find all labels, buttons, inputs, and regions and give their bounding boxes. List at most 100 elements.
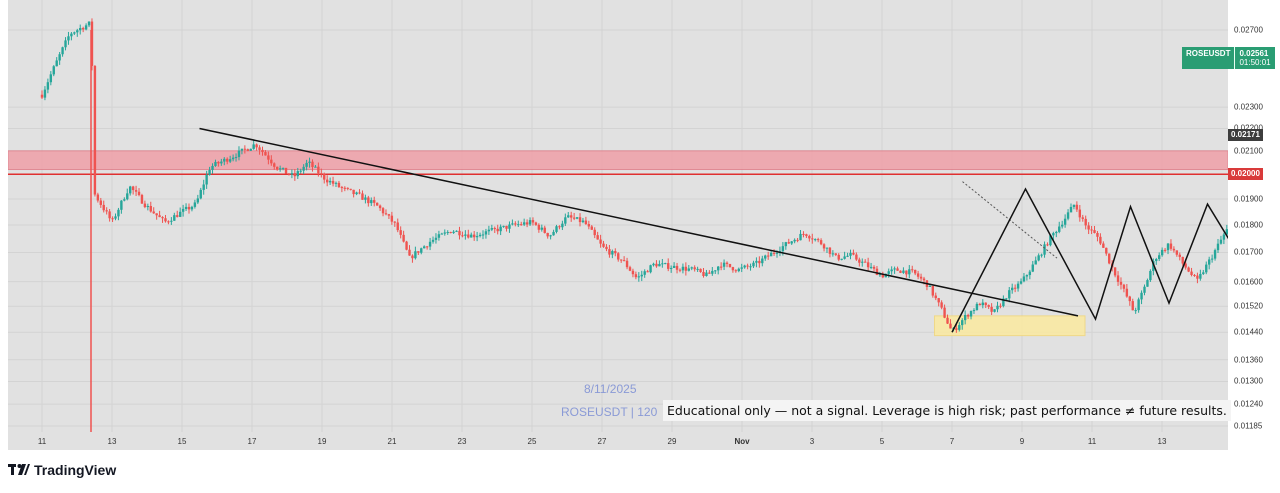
time-tick-label: 3 [809,437,815,446]
candle-body [643,271,646,275]
candle-body [458,230,461,236]
candle-body [405,241,408,250]
candle-body [740,267,743,269]
candle-body [1113,267,1117,276]
candle-body [575,217,579,219]
price-tick-label: 0.01800 [1234,220,1263,230]
candle-body [178,211,182,217]
candle-body [1128,296,1131,302]
time-tick-label: 9 [1019,437,1025,446]
candle-body [684,266,688,271]
candle-body [208,169,211,175]
candle-body [843,256,846,259]
candle-body [370,200,373,204]
candle-body [202,184,205,190]
candle-body [214,161,217,166]
candle-body [999,305,1002,307]
candles [40,18,1228,432]
candle-body [963,314,967,321]
candle-body [1134,310,1137,312]
candle-body [1031,264,1034,272]
candle-body [690,267,693,269]
candle-body [522,222,526,225]
candle-body [55,60,58,67]
price-tick-label: 0.01240 [1234,399,1263,409]
candle-body [931,285,935,296]
candle-body [90,21,94,66]
projection-path [951,187,1228,333]
chart-area[interactable] [8,0,1228,450]
candle-body [814,239,817,241]
candle-body [858,259,861,263]
price-axis[interactable]: 0.02700 0.02300 0.02200 0.02100 0.01900 0.018… [1228,0,1280,450]
candle-body [84,25,88,30]
candle-body [937,298,940,303]
candle-body [1093,230,1096,233]
candle-body [1175,250,1179,255]
candle-body [237,150,241,158]
candle-body [940,302,943,308]
candle-body [781,246,785,252]
candle-body [258,147,261,150]
candle-body [181,208,185,212]
candle-body [1002,298,1005,307]
candle-body [43,89,47,98]
candle-body [1146,280,1149,287]
candle-body [658,264,661,267]
candle-body [1087,225,1090,230]
candle-body [508,224,511,229]
candle-body [628,267,632,271]
candle-body [140,194,144,204]
candle-body [223,158,226,162]
candle-body [193,202,197,207]
price-tick-label: 0.01440 [1234,327,1263,337]
candle-body [822,244,826,249]
candle-body [1137,299,1140,311]
candle-body [352,189,355,195]
candle-body [325,179,329,183]
candle-body [402,234,405,242]
candle-body [849,252,852,256]
candle-body [1222,234,1226,240]
candle-body [913,269,917,274]
candle-body [531,220,535,223]
candle-body [637,276,641,278]
candle-body [1013,287,1017,289]
candle-body [1187,267,1190,272]
candle-body [802,233,805,235]
candle-body [129,186,132,194]
candle-body [358,192,361,194]
candle-body [470,234,473,238]
candle-body [152,211,155,214]
candle-body [1131,301,1134,311]
price-tick-label: 0.02700 [1234,25,1263,35]
candle-body [916,273,920,277]
price-tick-label: 0.01185 [1234,421,1263,431]
candle-body [734,270,738,272]
candle-body [343,187,347,189]
candle-body [834,253,837,255]
candle-body [928,285,932,287]
candle-body [455,230,458,232]
candle-body [702,271,705,276]
candle-body [120,200,123,210]
candle-body [611,251,614,255]
candle-body [981,302,984,306]
candle-body [246,149,249,151]
bar-countdown: 01:50:01 [1239,58,1271,67]
candle-body [255,144,258,148]
grid [8,0,1228,432]
candle-body [855,254,858,260]
candle-body [164,218,167,222]
tradingview-logo[interactable]: TradingView [8,462,116,478]
candle-body [81,28,85,30]
candle-body [431,239,435,242]
candle-body [922,278,926,281]
candle-body [1207,259,1211,265]
candle-body [1205,264,1208,273]
candle-body [414,251,417,259]
candle-body [1193,275,1196,277]
candle-body [725,262,729,264]
candle-body [70,33,73,37]
candle-body [155,213,158,216]
